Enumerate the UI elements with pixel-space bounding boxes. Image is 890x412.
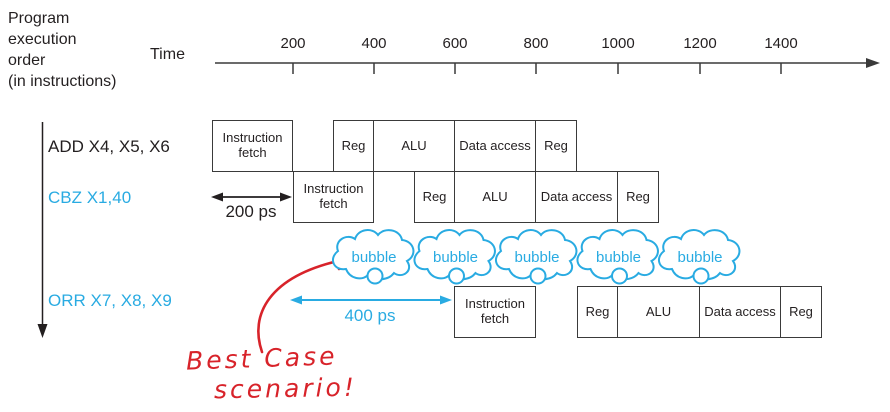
stage-add-if: Instruction fetch [212,120,293,172]
axis-tick-label-1000: 1000 [601,35,635,52]
bubble-tail-icon [692,267,710,285]
instruction-label-orr: ORR X7, X8, X9 [48,291,172,310]
stage-orr-reg2: Reg [780,286,822,338]
bubble-cloud-3: bubble [494,229,578,285]
axis-tick-label-200: 200 [280,35,306,52]
stage-add-reg2: Reg [535,120,577,172]
bubble-cloud-4: bubble [576,229,659,285]
latency-label-400ps: 400 ps [344,306,396,325]
time-axis [215,58,880,74]
stage-cbz-reg1: Reg [414,171,455,223]
bubble-cloud-1: bubble [331,229,415,285]
axis-tick-label-400: 400 [361,35,387,52]
stage-cbz-alu: ALU [454,171,536,223]
handwritten-note-line2: scenario! [213,372,358,405]
down-arrowhead-icon [37,324,48,338]
stage-add-reg1: Reg [333,120,374,172]
latency-arrow-200ps [211,192,292,202]
bubble-label: bubble [596,249,641,266]
stage-add-mem: Data access [454,120,536,172]
stage-orr-alu: ALU [617,286,700,338]
latency-label-200ps: 200 ps [225,202,277,221]
axis-tick-label-1200: 1200 [683,35,717,52]
stage-cbz-reg2: Reg [617,171,659,223]
axis-tick-label-1400: 1400 [764,35,798,52]
bubble-label: bubble [514,249,559,266]
program-order-arrow [37,122,48,338]
bubble-label: bubble [677,249,722,266]
axis-ticks [292,63,782,74]
stage-add-alu: ALU [373,120,455,172]
bubble-tail-icon [529,267,547,285]
stage-orr-if: Instruction fetch [454,286,536,338]
axis-tick-label-800: 800 [523,35,549,52]
bubble-label: bubble [433,249,478,266]
axis-arrowhead-icon [866,58,880,68]
bubble-cloud-2: bubble [413,229,496,285]
time-axis-label: Time [150,46,185,63]
bubble-label: bubble [351,249,396,266]
stage-cbz-if: Instruction fetch [293,171,374,223]
handwritten-arrow [257,247,358,354]
bubble-tail-icon [448,267,465,285]
stage-orr-reg1: Reg [577,286,618,338]
stage-orr-mem: Data access [699,286,781,338]
latency-arrow-400ps [290,295,452,305]
axis-tick-label-600: 600 [442,35,468,52]
bubble-tail-icon [366,267,384,285]
instruction-label-add: ADD X4, X5, X6 [48,137,170,156]
handwritten-note-line1: Best Case [185,341,338,376]
bubble-cloud-5: bubble [657,229,741,285]
instruction-label-cbz: CBZ X1,40 [48,188,132,207]
bubble-tail-icon [611,267,628,285]
program-execution-order-label: Program execution order (in instructions… [8,10,117,90]
stage-cbz-mem: Data access [535,171,618,223]
